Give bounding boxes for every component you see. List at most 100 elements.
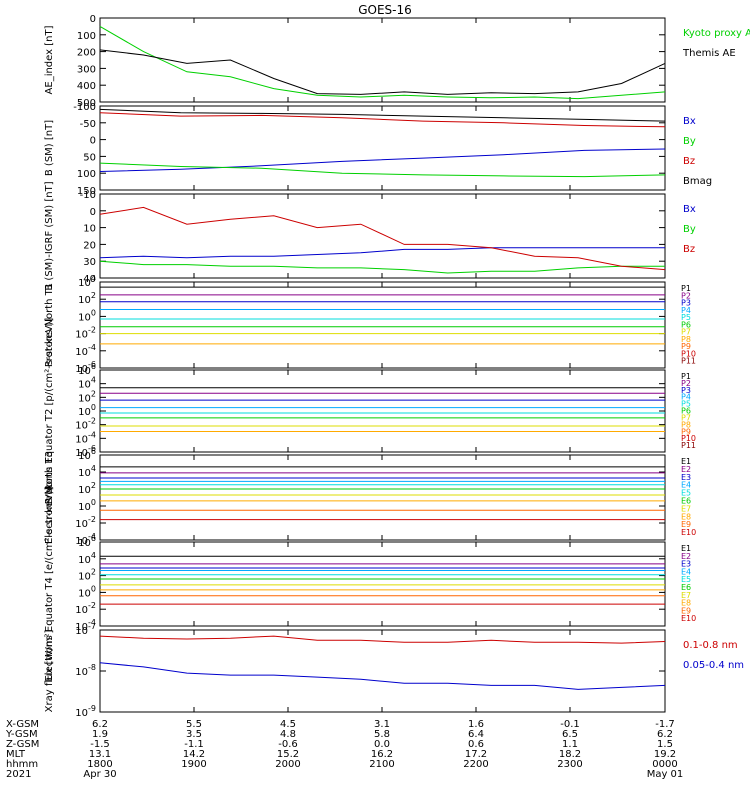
- y-tick-label: 10-2: [75, 326, 96, 341]
- channel-label: E7: [681, 504, 691, 513]
- y-tick-label: 102: [78, 291, 96, 306]
- y-tick-label: 100: [77, 169, 96, 180]
- legend-label: Bx: [683, 116, 696, 127]
- panel-0: 0 100 200 300 400 500 AE_index [nT] Kyoto proxy…: [44, 14, 750, 109]
- channel-label: E8: [681, 599, 691, 608]
- legend-label: By: [683, 136, 696, 147]
- panel-frame: [99, 454, 666, 541]
- y-tick-exp: 6: [91, 447, 96, 456]
- panel-2: -10 0 10 20 30 40 B (SM)-IGRF (SM) [nT] Bx By Bz: [44, 181, 696, 290]
- footer-value: 6.4: [468, 729, 484, 740]
- channel-label: E5: [681, 575, 691, 584]
- y-tick-exp: 2: [91, 389, 96, 398]
- y-tick-label: 400: [77, 81, 96, 92]
- footer-value: 0000: [652, 759, 677, 770]
- footer-value: 0.6: [468, 739, 484, 750]
- series-line-1: [99, 260, 665, 274]
- footer-row-label: MLT: [6, 749, 26, 760]
- panel-frame: [99, 369, 666, 453]
- y-tick-label: -100: [73, 102, 96, 113]
- footer-row-label: Y-GSM: [5, 729, 38, 740]
- footer-value: 5.8: [374, 729, 390, 740]
- y-axis-label: AE_index [nT]: [44, 25, 55, 94]
- panel-1: -100 -50 0 50 100 150 B (SM) [nT] Bx By Bz Bmag: [44, 102, 712, 197]
- footer-value: 17.2: [465, 749, 487, 760]
- y-tick-exp: -7: [88, 622, 96, 631]
- series-line-1: [99, 662, 666, 690]
- y-tick-label: -10: [80, 190, 96, 201]
- panel-frame: [99, 541, 666, 627]
- channel-label: E8: [681, 512, 691, 521]
- channel-label: P1: [681, 372, 691, 381]
- y-tick-exp: 0: [91, 498, 96, 507]
- y-tick-label: 102: [78, 568, 96, 583]
- y-tick-label: -50: [80, 119, 96, 130]
- footer-value: 1.9: [92, 729, 108, 740]
- channel-label: P7: [681, 413, 691, 422]
- footer-value: 15.2: [277, 749, 299, 760]
- footer-value: -1.1: [184, 739, 204, 750]
- footer-row-label: hhmm: [6, 759, 38, 770]
- footer-value: 3.1: [374, 719, 390, 730]
- y-axis-label: Protons North T1: [44, 283, 55, 367]
- time-axis-footer: X-GSM 6.2 5.5 4.5 3.1 1.6 -0.1 -1.7 Y-GSM 1.9 3.5 4…: [5, 719, 683, 780]
- channel-label: P6: [681, 320, 691, 329]
- footer-value: 14.2: [183, 749, 205, 760]
- channel-label: E6: [681, 583, 691, 592]
- y-axis-label: Protons Equator T2 [p/(cm²-s-sr-keV)]: [44, 318, 55, 505]
- y-tick-label: 100: [78, 584, 96, 599]
- footer-value: 18.2: [559, 749, 581, 760]
- footer-value: -0.6: [278, 739, 298, 750]
- legend-label: Bx: [683, 204, 696, 215]
- y-tick-label: 300: [77, 64, 96, 75]
- channel-label: E3: [681, 560, 691, 569]
- channel-label: E1: [681, 457, 691, 466]
- channel-label: P2: [681, 379, 691, 388]
- series-line-3: [99, 108, 666, 122]
- legend-label: Themis AE: [682, 48, 736, 59]
- y-tick-label: 10-9: [75, 704, 96, 719]
- legend-label: By: [683, 224, 696, 235]
- y-tick-exp: -4: [88, 618, 96, 627]
- channel-label: P5: [681, 400, 691, 409]
- series-line-0: [99, 148, 666, 172]
- channel-label: E7: [681, 591, 691, 600]
- y-tick-label: 20: [83, 240, 96, 251]
- y-tick-label: 10-2: [75, 601, 96, 616]
- y-tick-exp: 6: [91, 534, 96, 543]
- legend-label: Bmag: [683, 176, 712, 187]
- panel-frame: [99, 17, 666, 103]
- footer-value: 4.5: [280, 719, 296, 730]
- y-tick-exp: 4: [91, 464, 96, 473]
- channel-label: E9: [681, 520, 691, 529]
- y-tick-exp: -4: [88, 430, 96, 439]
- y-axis-label: Xray flux [W/m²]: [44, 630, 55, 713]
- series-line-2: [99, 206, 666, 271]
- channel-label: E2: [681, 552, 691, 561]
- channel-label: E6: [681, 497, 691, 506]
- y-tick-exp: 4: [91, 274, 96, 283]
- y-tick-exp: -4: [88, 343, 96, 352]
- y-tick-exp: -6: [88, 444, 96, 453]
- channel-label: P1: [681, 284, 691, 293]
- footer-row-label: Z-GSM: [6, 739, 39, 750]
- legend-label: Bz: [683, 156, 695, 167]
- series-line-0: [99, 25, 666, 100]
- y-tick-exp: -2: [88, 417, 96, 426]
- y-tick-label: 100: [78, 498, 96, 513]
- channel-label: P7: [681, 328, 691, 337]
- y-tick-label: 10: [83, 224, 96, 235]
- channel-label: E4: [681, 481, 691, 490]
- footer-value: 1.1: [562, 739, 578, 750]
- y-tick-exp: 0: [91, 584, 96, 593]
- y-tick-label: 10-4: [75, 343, 96, 358]
- footer-value: 6.5: [562, 729, 578, 740]
- channel-label: P9: [681, 342, 691, 351]
- footer-value: 1800: [87, 759, 112, 770]
- channel-label: P8: [681, 335, 691, 344]
